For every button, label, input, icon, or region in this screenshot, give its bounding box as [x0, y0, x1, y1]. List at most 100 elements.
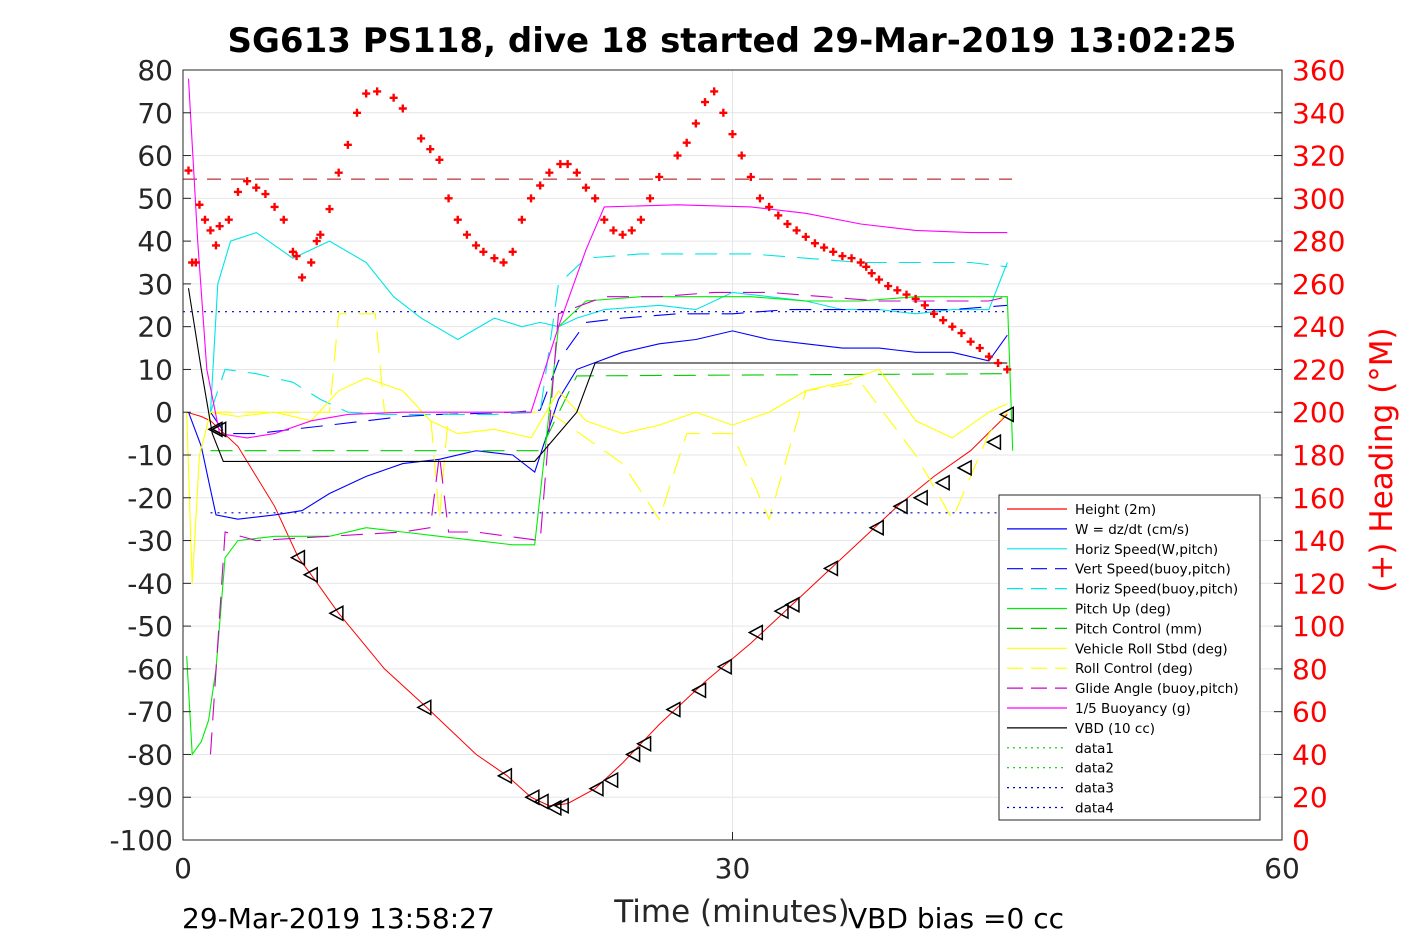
heading-point: [261, 190, 270, 199]
series-line-6: [210, 373, 1008, 452]
depth-marker: [289, 549, 306, 566]
y-tick-label: -70: [127, 696, 173, 729]
legend-label-13: data2: [1075, 761, 1114, 777]
depth-marker: [588, 780, 604, 797]
heading-point: [343, 140, 352, 149]
heading-point: [801, 232, 810, 241]
footer-vbd-bias: VBD bias =0 cc: [848, 902, 1064, 935]
y-tick-label: -80: [127, 738, 173, 771]
heading-point: [252, 183, 261, 192]
y2-tick-label: 80: [1292, 653, 1328, 686]
depth-marker: [328, 605, 344, 622]
legend-label-0: Height (2m): [1075, 502, 1156, 518]
heading-point: [312, 237, 321, 246]
legend-label-14: data3: [1075, 781, 1114, 797]
heading-point: [353, 108, 362, 117]
legend-label-3: Vert Speed(buoy,pitch): [1075, 562, 1231, 578]
heading-point: [902, 290, 911, 299]
y-tick-label: 60: [137, 140, 173, 173]
depth-marker: [868, 519, 884, 536]
y2-tick-label: 0: [1292, 824, 1310, 857]
y-tick-label: 70: [137, 97, 173, 130]
y2-tick-label: 200: [1292, 396, 1345, 429]
depth-marker: [934, 474, 950, 492]
depth-marker: [998, 406, 1014, 423]
heading-point: [536, 181, 545, 190]
heading-point: [499, 258, 508, 267]
x-tick-label: 60: [1264, 852, 1300, 885]
depth-marker: [690, 682, 707, 699]
y2-tick-label: 320: [1292, 140, 1345, 173]
heading-point: [783, 220, 792, 228]
heading-point: [673, 151, 682, 160]
depth-marker: [665, 701, 681, 718]
legend-label-6: Pitch Control (mm): [1075, 621, 1202, 637]
heading-point: [691, 119, 700, 128]
heading-point: [719, 108, 728, 117]
y2-tick-label: 240: [1292, 311, 1345, 344]
heading-point: [490, 254, 499, 263]
chart-title: SG613 PS118, dive 18 started 29-Mar-2019…: [228, 21, 1237, 61]
heading-point: [191, 258, 200, 267]
y2-tick-label: 120: [1292, 567, 1345, 600]
y2-tick-label: 140: [1292, 525, 1345, 558]
heading-point: [1003, 365, 1012, 374]
heading-point: [884, 282, 893, 291]
y2-tick-label: 300: [1292, 182, 1345, 215]
heading-point: [292, 252, 301, 261]
heading-point: [472, 241, 481, 250]
x-axis-label: Time (minutes): [613, 894, 849, 930]
heading-point: [453, 215, 462, 224]
heading-point: [728, 130, 737, 139]
legend-label-1: W = dz/dt (cm/s): [1075, 522, 1189, 538]
y-tick-label: 10: [137, 353, 173, 386]
heading-point: [444, 194, 453, 203]
y2-tick-label: 180: [1292, 439, 1345, 472]
y-tick-label: 40: [137, 225, 173, 258]
heading-point: [646, 194, 655, 203]
y2-tick-label: 340: [1292, 97, 1345, 130]
heading-point: [701, 98, 710, 107]
depth-marker: [773, 602, 789, 620]
heading-point: [325, 205, 334, 214]
heading-point: [426, 145, 435, 154]
heading-point: [847, 254, 856, 263]
heading-point: [966, 337, 975, 346]
heading-point: [737, 151, 746, 160]
depth-marker: [207, 421, 223, 438]
depth-marker: [524, 788, 540, 806]
heading-point: [417, 134, 426, 143]
y-tick-label: -40: [127, 567, 173, 600]
legend-label-15: data4: [1075, 801, 1114, 817]
series-line-11: [187, 288, 1008, 462]
depth-marker: [625, 746, 641, 763]
legend: Height (2m) W = dz/dt (cm/s) Horiz Speed(W…: [998, 494, 1261, 821]
heading-point: [200, 215, 209, 224]
heading-point: [279, 215, 288, 224]
depth-marker: [302, 566, 318, 584]
heading-point: [462, 230, 471, 239]
y-tick-label: 30: [137, 268, 173, 301]
heading-point: [862, 262, 871, 271]
heading-point: [288, 247, 297, 256]
depth-marker: [416, 699, 432, 716]
heading-point: [545, 168, 554, 177]
heading-point: [636, 215, 645, 224]
series-line-7: [186, 368, 1008, 584]
heading-point: [911, 294, 920, 303]
heading-point: [765, 202, 774, 211]
depth-marker: [603, 771, 619, 789]
heading-point: [682, 138, 691, 147]
heading-point: [563, 160, 572, 169]
depth-marker: [784, 596, 800, 613]
y-tick-label: -20: [127, 482, 173, 515]
heading-point: [948, 322, 957, 331]
heading-point: [618, 230, 627, 239]
heading-point: [875, 275, 884, 284]
series-line-0: [186, 411, 1008, 807]
heading-point: [939, 316, 948, 325]
y2-tick-label: 280: [1292, 225, 1345, 258]
legend-label-10: 1/5 Buoyancy (g): [1075, 701, 1191, 717]
heading-point: [215, 222, 224, 231]
heading-point: [508, 247, 517, 256]
